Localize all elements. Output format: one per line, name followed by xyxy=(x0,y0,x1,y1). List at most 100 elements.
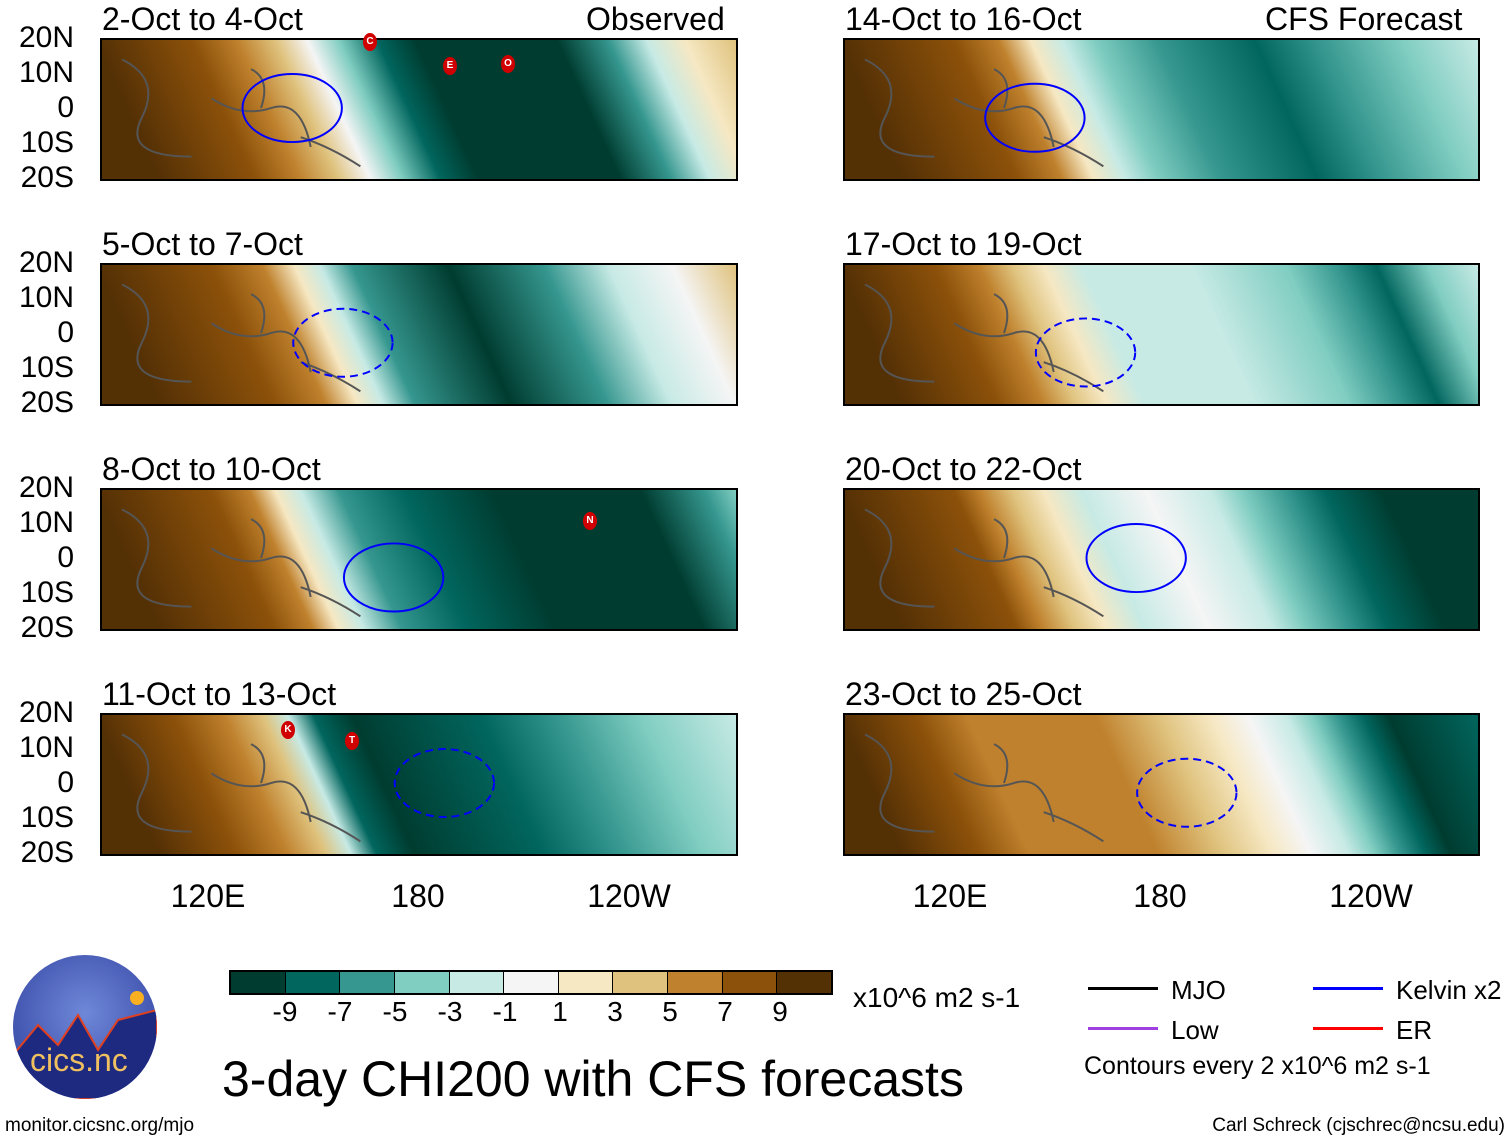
lat-label: 10S xyxy=(20,801,74,834)
colorbar-swatch xyxy=(722,972,778,993)
lat-label: 0 xyxy=(57,766,74,799)
coastline xyxy=(121,283,361,393)
colorbar-swatch xyxy=(504,972,559,993)
lat-label: 10S xyxy=(20,126,74,159)
chi200-field xyxy=(845,490,1478,629)
legend-line-low xyxy=(1088,1027,1158,1030)
panel-title: 14-Oct to 16-Oct xyxy=(845,1,1082,37)
colorbar-swatch xyxy=(394,972,450,993)
colorbar-tick: -5 xyxy=(382,996,408,1027)
lat-label: 10N xyxy=(18,506,74,539)
lat-label: 20S xyxy=(20,836,74,869)
storm-marker: C xyxy=(363,33,377,51)
legend-line-kelvin xyxy=(1313,987,1383,990)
lon-label: 120E xyxy=(170,878,246,914)
lat-label: 10S xyxy=(20,351,74,384)
storm-marker: K xyxy=(281,721,295,739)
map-panel xyxy=(100,713,738,856)
storm-marker: T xyxy=(345,732,359,750)
coastline xyxy=(121,733,361,843)
panel-title: 11-Oct to 13-Oct xyxy=(102,676,337,712)
legend-label: MJO xyxy=(1171,975,1226,1005)
lat-label: 10N xyxy=(18,281,74,314)
colorbar-swatch xyxy=(231,972,286,993)
colorbar-tick: -7 xyxy=(327,996,353,1027)
kelvin-contour xyxy=(292,307,394,378)
storm-marker: N xyxy=(583,512,597,530)
chi200-field xyxy=(102,715,736,854)
legend-label: Low xyxy=(1171,1015,1219,1045)
map-panel xyxy=(100,263,738,406)
legend-line-er xyxy=(1313,1027,1383,1030)
mountain-icon xyxy=(13,991,157,1099)
panel-title: 20-Oct to 22-Oct xyxy=(845,451,1082,487)
lat-label: 20N xyxy=(18,21,74,54)
chi200-field xyxy=(102,40,736,179)
storm-marker: E xyxy=(443,57,457,75)
colorbar-tick: -3 xyxy=(437,996,463,1027)
chi200-field xyxy=(102,265,736,404)
footer-credit: Carl Schreck (cjschrec@ncsu.edu) xyxy=(1212,1115,1505,1136)
lat-label: 0 xyxy=(57,91,74,124)
footer-url: monitor.cicsnc.org/mjo xyxy=(5,1115,195,1136)
kelvin-contour xyxy=(1136,757,1238,828)
panel-title: 23-Oct to 25-Oct xyxy=(845,676,1082,712)
colorbar-swatch xyxy=(285,972,341,993)
lat-label: 10S xyxy=(20,576,74,609)
lat-label: 20S xyxy=(20,611,74,644)
lat-label: 0 xyxy=(57,541,74,574)
panel-title: 5-Oct to 7-Oct xyxy=(102,226,303,262)
panel-title: 17-Oct to 19-Oct xyxy=(845,226,1082,262)
colorbar-tick: -1 xyxy=(492,996,518,1027)
kelvin-contour xyxy=(241,73,343,144)
chi200-field xyxy=(845,40,1478,179)
lat-label: 20N xyxy=(18,246,74,279)
cics-logo xyxy=(13,955,157,1099)
colorbar-swatch xyxy=(558,972,614,993)
lon-label: 120W xyxy=(587,878,671,914)
forecast-label: CFS Forecast xyxy=(1265,1,1463,37)
coastline xyxy=(864,58,1104,168)
observed-label: Observed xyxy=(586,1,725,37)
lat-label: 20N xyxy=(18,696,74,729)
colorbar-tick: 1 xyxy=(552,996,568,1027)
map-panel xyxy=(843,263,1480,406)
colorbar-swatch xyxy=(668,972,723,993)
colorbar-swatch xyxy=(777,972,832,993)
logo-text: cics.nc xyxy=(30,1042,128,1078)
colorbar-tick: 5 xyxy=(662,996,678,1027)
colorbar-units: x10^6 m2 s-1 xyxy=(853,982,1021,1013)
colorbar-swatch xyxy=(449,972,505,993)
lon-label: 180 xyxy=(391,878,445,914)
coastline xyxy=(121,58,361,168)
lat-label: 20N xyxy=(18,471,74,504)
lat-label: 10N xyxy=(18,731,74,764)
lon-label: 180 xyxy=(1133,878,1187,914)
legend-label: Kelvin x2 xyxy=(1396,975,1502,1005)
lon-label: 120E xyxy=(912,878,988,914)
coastline xyxy=(864,283,1104,393)
storm-marker: O xyxy=(501,55,515,73)
kelvin-contour xyxy=(1085,523,1187,594)
colorbar-swatch xyxy=(613,972,669,993)
contours-note: Contours every 2 x10^6 m2 s-1 xyxy=(1084,1052,1431,1080)
coastline xyxy=(864,733,1104,843)
chi200-field xyxy=(845,265,1478,404)
colorbar-tick: 7 xyxy=(717,996,733,1027)
map-panel xyxy=(100,38,738,181)
lat-label: 20S xyxy=(20,161,74,194)
chi200-field xyxy=(845,715,1478,854)
colorbar xyxy=(229,970,833,995)
coastline xyxy=(121,508,361,618)
kelvin-contour xyxy=(342,542,445,613)
lat-label: 10N xyxy=(18,56,74,89)
panel-title: 2-Oct to 4-Oct xyxy=(102,1,303,37)
map-panel xyxy=(843,713,1480,856)
panel-title: 8-Oct to 10-Oct xyxy=(102,451,321,487)
colorbar-tick: 3 xyxy=(607,996,623,1027)
kelvin-contour xyxy=(984,82,1086,153)
legend-line-mjo xyxy=(1088,987,1158,990)
chi200-field xyxy=(102,490,736,629)
coastline xyxy=(864,508,1104,618)
